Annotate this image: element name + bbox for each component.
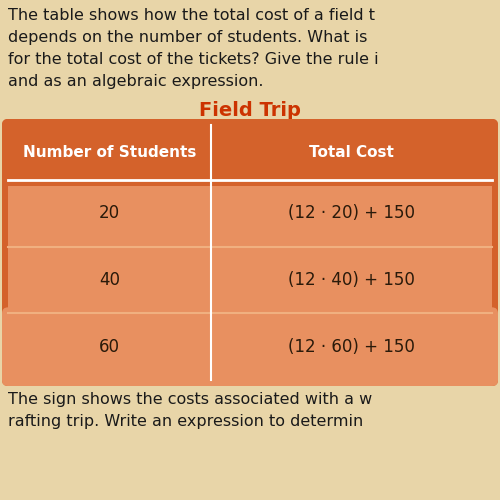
- Text: for the total cost of the tickets? Give the rule i: for the total cost of the tickets? Give …: [8, 52, 378, 67]
- Text: and as an algebraic expression.: and as an algebraic expression.: [8, 74, 264, 89]
- Bar: [8, 180, 492, 246]
- FancyBboxPatch shape: [2, 119, 498, 186]
- Text: 60: 60: [99, 338, 120, 355]
- Bar: [8, 152, 492, 180]
- Text: (12 · 60) + 150: (12 · 60) + 150: [288, 338, 415, 355]
- Text: 20: 20: [99, 204, 120, 222]
- FancyBboxPatch shape: [2, 119, 498, 386]
- Text: The sign shows the costs associated with a w: The sign shows the costs associated with…: [8, 392, 372, 407]
- FancyBboxPatch shape: [2, 308, 498, 386]
- Text: depends on the number of students. What is: depends on the number of students. What …: [8, 30, 368, 45]
- Text: Number of Students: Number of Students: [23, 145, 197, 160]
- Text: rafting trip. Write an expression to determin: rafting trip. Write an expression to det…: [8, 414, 363, 429]
- Text: (12 · 20) + 150: (12 · 20) + 150: [288, 204, 415, 222]
- Bar: [8, 180, 492, 314]
- Text: The table shows how the total cost of a field t: The table shows how the total cost of a …: [8, 8, 375, 23]
- Text: Field Trip: Field Trip: [199, 100, 301, 119]
- Text: (12 · 40) + 150: (12 · 40) + 150: [288, 271, 415, 289]
- Text: Total Cost: Total Cost: [309, 145, 394, 160]
- Bar: [8, 246, 492, 314]
- Text: 40: 40: [99, 271, 120, 289]
